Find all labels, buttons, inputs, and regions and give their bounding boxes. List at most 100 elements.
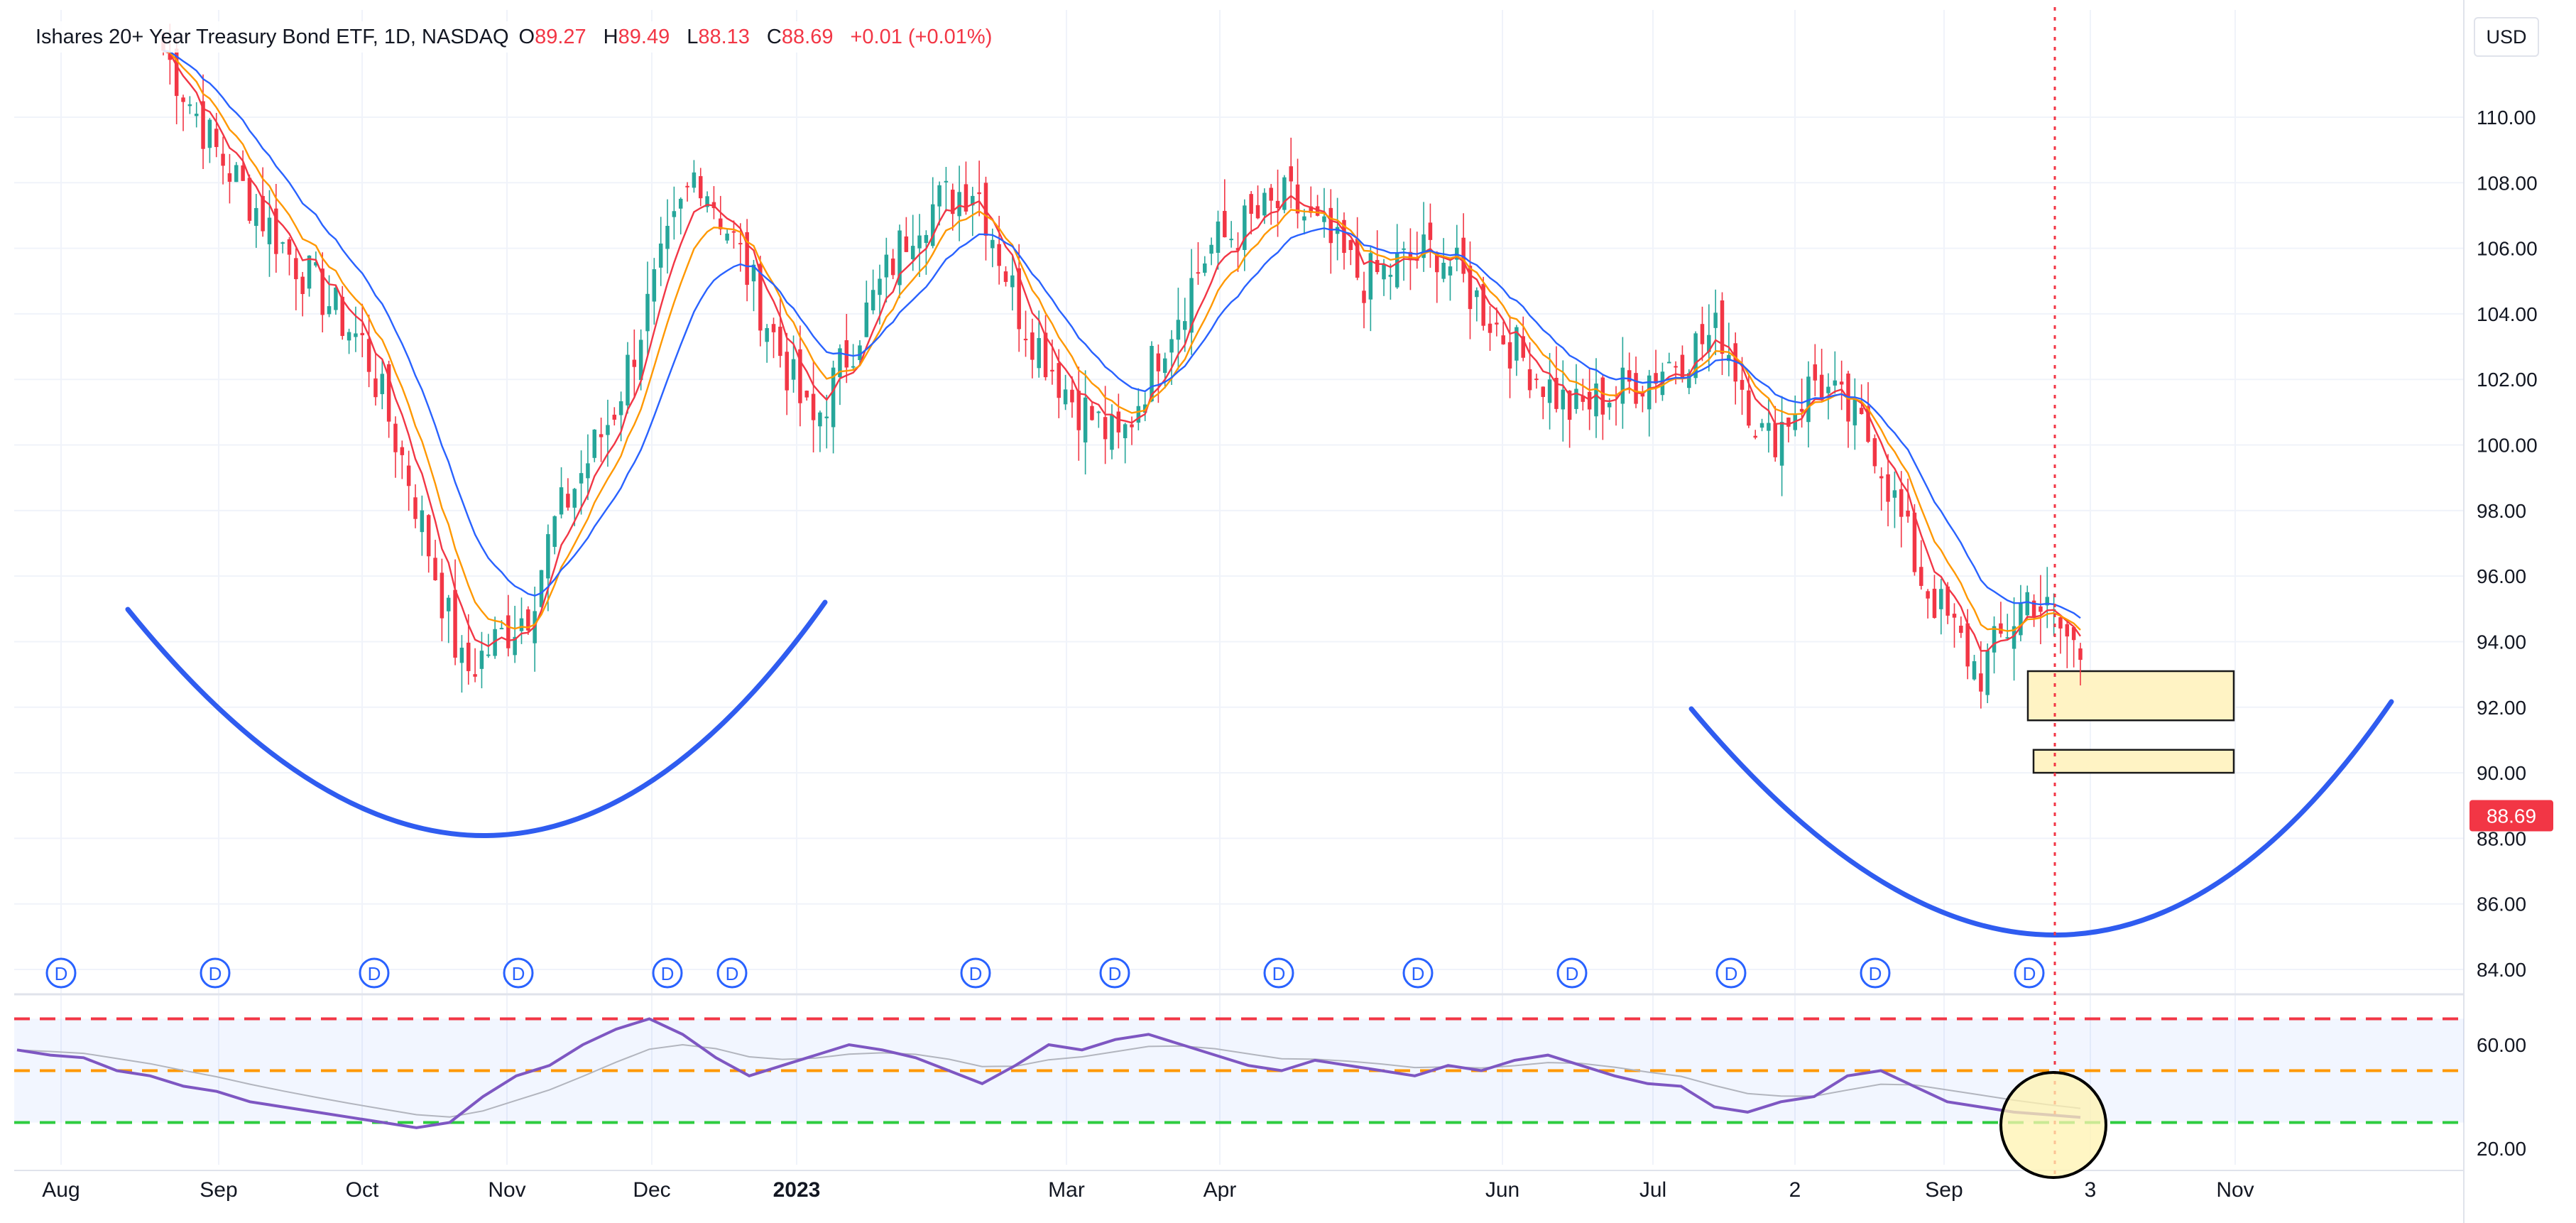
candle-body bbox=[1395, 253, 1399, 288]
candle-body bbox=[878, 278, 882, 295]
rsi-highlight-circle[interactable] bbox=[1999, 1071, 2107, 1179]
candle-body bbox=[426, 515, 431, 557]
price-tick-label: 90.00 bbox=[2477, 762, 2526, 784]
price-tick-label: 98.00 bbox=[2477, 500, 2526, 522]
candle-body bbox=[645, 293, 650, 332]
candle-body bbox=[765, 327, 769, 342]
dividend-marker[interactable]: D bbox=[2014, 957, 2045, 989]
candle-body bbox=[1448, 266, 1453, 276]
candle-body bbox=[838, 348, 842, 378]
candle-body bbox=[1017, 268, 1021, 330]
candle-body bbox=[546, 534, 550, 579]
candle-body bbox=[897, 230, 902, 286]
dividend-marker[interactable]: D bbox=[200, 957, 231, 989]
candle-body bbox=[340, 296, 344, 337]
symbol-legend[interactable]: Ishares 20+ Year Treasury Bond ETF, 1D, … bbox=[31, 21, 1004, 53]
dividend-marker[interactable]: D bbox=[1402, 957, 1434, 989]
dividend-marker[interactable]: D bbox=[716, 957, 748, 989]
candle-body bbox=[446, 597, 451, 612]
dividend-label: D bbox=[209, 963, 222, 984]
candle-body bbox=[924, 234, 929, 244]
dividend-marker[interactable]: D bbox=[1263, 957, 1294, 989]
candle-body bbox=[1196, 272, 1201, 274]
close-label: C bbox=[766, 25, 782, 48]
candle-body bbox=[1057, 363, 1061, 398]
price-axis[interactable]: 84.00 86.00 88.00 90.00 92.00 94.00 96.00 98.00… bbox=[2477, 107, 2538, 981]
candle-body bbox=[1235, 248, 1240, 251]
left-arc-curve[interactable] bbox=[125, 599, 828, 838]
dividend-marker[interactable]: D bbox=[652, 957, 683, 989]
candle-body bbox=[373, 378, 378, 398]
candle-body bbox=[957, 192, 961, 217]
dividend-marker[interactable]: D bbox=[1715, 957, 1747, 989]
candle-body bbox=[1203, 263, 1207, 273]
candle-body bbox=[493, 629, 497, 656]
dividend-label: D bbox=[1725, 963, 1738, 984]
dividend-marker[interactable]: D bbox=[960, 957, 991, 989]
candle-body bbox=[804, 391, 809, 398]
candle-body bbox=[1030, 332, 1035, 360]
candle-body bbox=[1501, 335, 1505, 344]
ema-fast-line bbox=[163, 50, 2081, 652]
candle-body bbox=[612, 414, 617, 420]
time-tick-label: Apr bbox=[1204, 1178, 1237, 1202]
time-tick-label: 3 bbox=[2085, 1178, 2097, 1202]
candle-body bbox=[566, 494, 570, 508]
candle-body bbox=[1515, 327, 1519, 361]
candle-body bbox=[745, 232, 749, 286]
dividend-marker[interactable]: D bbox=[1556, 957, 1588, 989]
drawn-arcs[interactable] bbox=[125, 599, 2394, 937]
change-value: +0.01 (+0.01%) bbox=[850, 25, 993, 48]
supply-zone-box[interactable] bbox=[2032, 749, 2235, 774]
supply-zone-box[interactable] bbox=[2026, 670, 2235, 722]
candle-body bbox=[719, 218, 723, 229]
dividend-marker[interactable]: D bbox=[1860, 957, 1891, 989]
candle-body bbox=[1189, 278, 1194, 333]
dividend-label: D bbox=[1412, 963, 1425, 984]
candle-body bbox=[214, 129, 219, 148]
candle-body bbox=[698, 175, 703, 199]
right-arc-curve[interactable] bbox=[1688, 699, 2394, 937]
candle-body bbox=[1767, 423, 1771, 431]
candle-body bbox=[910, 246, 915, 259]
candle-body bbox=[1116, 411, 1121, 433]
candle-body bbox=[705, 196, 709, 207]
dividend-label: D bbox=[661, 963, 675, 984]
dividend-circle bbox=[1263, 957, 1294, 989]
candle-body bbox=[2071, 627, 2076, 641]
candle-body bbox=[2031, 600, 2036, 618]
candle-body bbox=[1620, 367, 1625, 404]
candle-body bbox=[1819, 374, 1824, 401]
time-tick-label: 2 bbox=[1789, 1178, 1801, 1202]
candle-body bbox=[1919, 567, 1923, 586]
candle-body bbox=[990, 239, 995, 249]
candle-body bbox=[1216, 221, 1221, 253]
candle-body bbox=[1096, 411, 1101, 413]
candle-body bbox=[1368, 253, 1373, 300]
dividend-label: D bbox=[1566, 963, 1579, 984]
candle-body bbox=[486, 654, 491, 656]
candle-body bbox=[1150, 346, 1154, 402]
price-tick-label: 86.00 bbox=[2477, 893, 2526, 915]
dividend-marker[interactable]: D bbox=[359, 957, 390, 989]
supply-zones[interactable] bbox=[2026, 670, 2235, 774]
dividend-marker[interactable]: D bbox=[45, 957, 77, 989]
candle-body bbox=[1547, 379, 1552, 403]
candle-body bbox=[871, 290, 875, 310]
time-axis[interactable]: Aug Sep Oct Nov Dec 2023 Mar Apr Jun Jul 2 Sep 3 Nov bbox=[42, 1178, 2254, 1202]
rsi-axis[interactable]: 20.00 60.00 bbox=[2477, 1034, 2526, 1160]
candle-body bbox=[778, 326, 782, 357]
time-tick-label: Mar bbox=[1048, 1178, 1085, 1202]
candle-body bbox=[1912, 512, 1917, 572]
candle-body bbox=[1581, 395, 1586, 402]
candle-body bbox=[1083, 397, 1088, 442]
dividend-marker[interactable]: D bbox=[503, 957, 534, 989]
candle-body bbox=[1342, 219, 1346, 254]
dividend-marker[interactable]: D bbox=[1099, 957, 1130, 989]
candle-body bbox=[1136, 406, 1141, 423]
candle-body bbox=[1906, 510, 1910, 517]
time-tick-label: Jun bbox=[1485, 1178, 1519, 1202]
currency-button[interactable]: USD bbox=[2474, 17, 2539, 57]
